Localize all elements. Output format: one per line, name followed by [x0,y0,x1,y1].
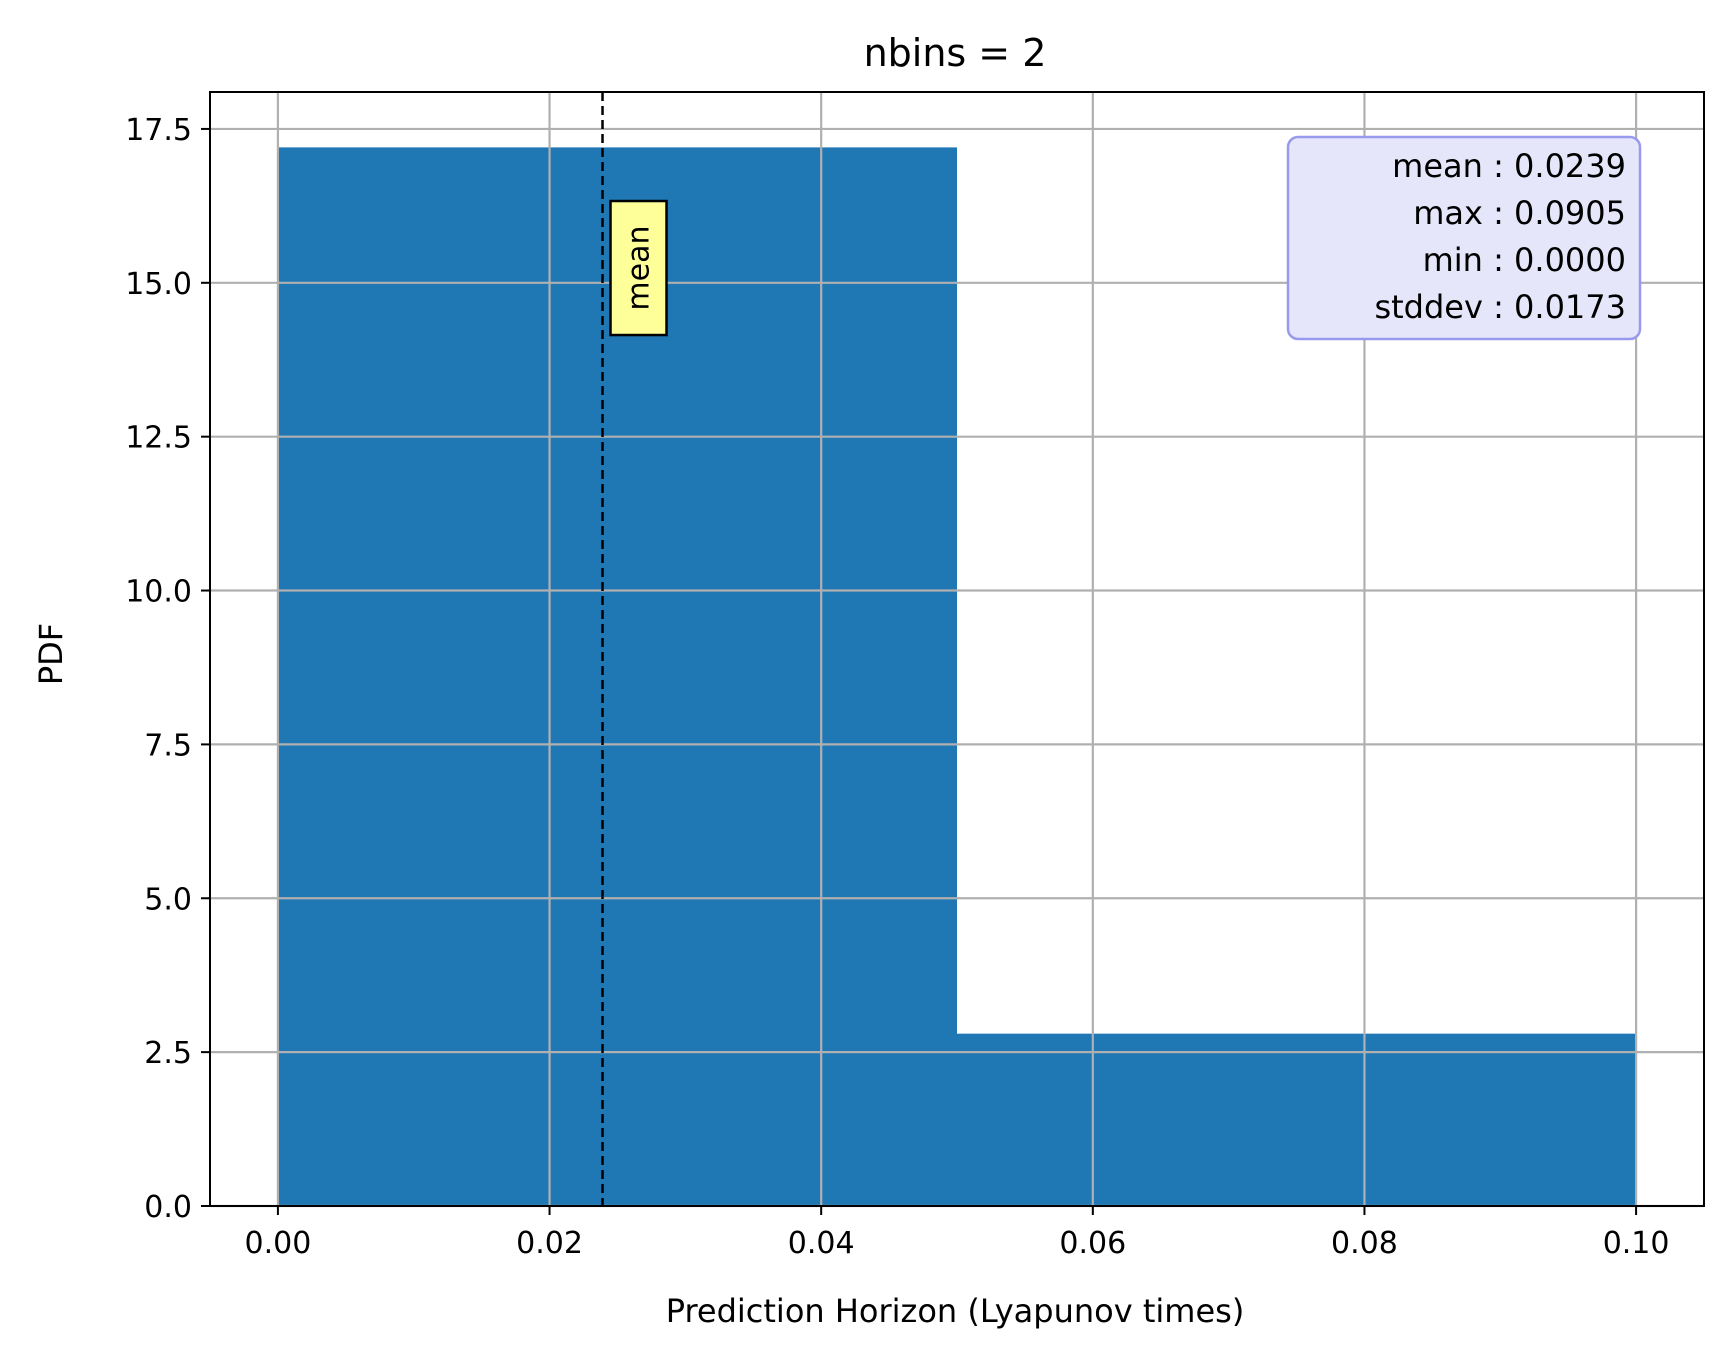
mean-label: mean [622,225,657,310]
x-tick-label: 0.00 [245,1226,312,1261]
stats-line: max : 0.0905 [1413,194,1626,232]
plot-area: mean 0.00 0.02 0.04 0.06 0.08 0.10 0.0 2.5 5.0 7.5… [125,91,1705,1261]
y-tick-label: 0.0 [144,1190,192,1225]
mean-label-background [609,199,668,337]
stats-line: stddev : 0.0173 [1374,288,1626,326]
y-tick-label: 12.5 [125,421,192,456]
y-tick-label: 10.0 [125,575,192,610]
axes-frame [209,91,1705,1207]
y-tick-label: 17.5 [125,113,192,148]
x-tick-label: 0.10 [1603,1226,1670,1261]
mean-label-box: mean [609,199,668,337]
x-axis-title: Prediction Horizon (Lyapunov times) [666,1292,1245,1330]
y-tick-label: 2.5 [144,1036,192,1071]
stats-line: mean : 0.0239 [1392,147,1626,185]
y-tick-label: 7.5 [144,728,192,763]
stats-box: mean : 0.0239 max : 0.0905 min : 0.0000 std… [1286,135,1642,341]
histogram-bar [957,1033,1637,1206]
stats-line: min : 0.0000 [1423,241,1626,279]
y-tick-label: 5.0 [144,882,192,917]
x-tick-label: 0.08 [1331,1226,1398,1261]
x-tick-label: 0.06 [1059,1226,1126,1261]
y-axis-title: PDF [32,623,70,685]
stats-box-background [1286,135,1642,341]
chart-title: nbins = 2 [864,31,1047,75]
x-tick-label: 0.04 [788,1226,855,1261]
y-tick-label: 15.0 [125,267,192,302]
x-tick-label: 0.02 [516,1226,583,1261]
